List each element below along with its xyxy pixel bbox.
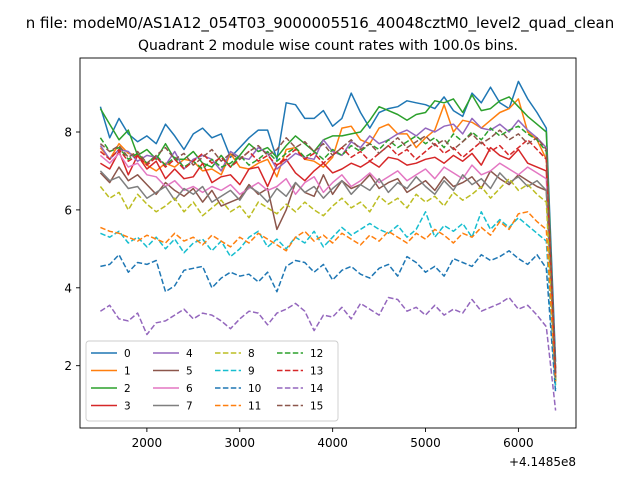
legend-label-12: 12 — [310, 348, 323, 360]
series-line-0 — [99, 80, 557, 362]
legend-label-14: 14 — [310, 383, 324, 395]
legend-label-11: 11 — [248, 401, 261, 413]
legend-label-8: 8 — [248, 348, 255, 360]
series-line-15 — [99, 129, 557, 378]
legend-label-1: 1 — [124, 366, 131, 378]
series-line-5 — [99, 166, 557, 378]
series-line-13 — [99, 139, 557, 374]
x-tick-label: 2000 — [132, 436, 163, 450]
legend-label-5: 5 — [186, 366, 193, 378]
x-tick-label: 5000 — [410, 436, 441, 450]
series-line-3 — [100, 146, 557, 370]
series-line-14 — [99, 296, 557, 411]
chart-title: Quadrant 2 module wise count rates with … — [138, 38, 518, 54]
figure-suptitle: n file: modeM0/AS1A12_054T03_9000005516_… — [26, 14, 615, 33]
series-line-6 — [99, 152, 557, 370]
legend-label-0: 0 — [124, 348, 131, 360]
x-tick-label: 4000 — [317, 436, 348, 450]
x-tick-label: 3000 — [224, 436, 255, 450]
y-tick-label: 4 — [64, 281, 72, 295]
x-axis: 2000 3000 4000 5000 6000 — [132, 428, 534, 450]
legend-label-13: 13 — [310, 366, 323, 378]
x-offset-label: +4.1485e8 — [509, 455, 576, 469]
series-line-4 — [99, 117, 557, 374]
x-tick-label: 6000 — [503, 436, 534, 450]
legend-label-6: 6 — [186, 383, 193, 395]
legend-frame — [85, 340, 339, 422]
y-tick-label: 8 — [64, 126, 72, 140]
plot-area — [99, 80, 557, 411]
legend-label-2: 2 — [124, 383, 131, 395]
legend-label-4: 4 — [186, 348, 193, 360]
series-line-9 — [100, 211, 557, 390]
legend-label-10: 10 — [248, 383, 261, 395]
legend-label-3: 3 — [124, 401, 131, 413]
series-line-10 — [100, 250, 557, 393]
y-tick-label: 2 — [64, 359, 72, 373]
legend-label-15: 15 — [310, 401, 323, 413]
series-line-7 — [99, 170, 557, 374]
series-line-2 — [99, 94, 557, 382]
series-line-8 — [99, 177, 557, 386]
legend-label-9: 9 — [248, 366, 255, 378]
legend-label-7: 7 — [186, 401, 193, 413]
axes-frame — [79, 57, 577, 429]
y-tick-label: 6 — [64, 203, 72, 217]
y-axis: 2 4 6 8 — [64, 126, 80, 373]
